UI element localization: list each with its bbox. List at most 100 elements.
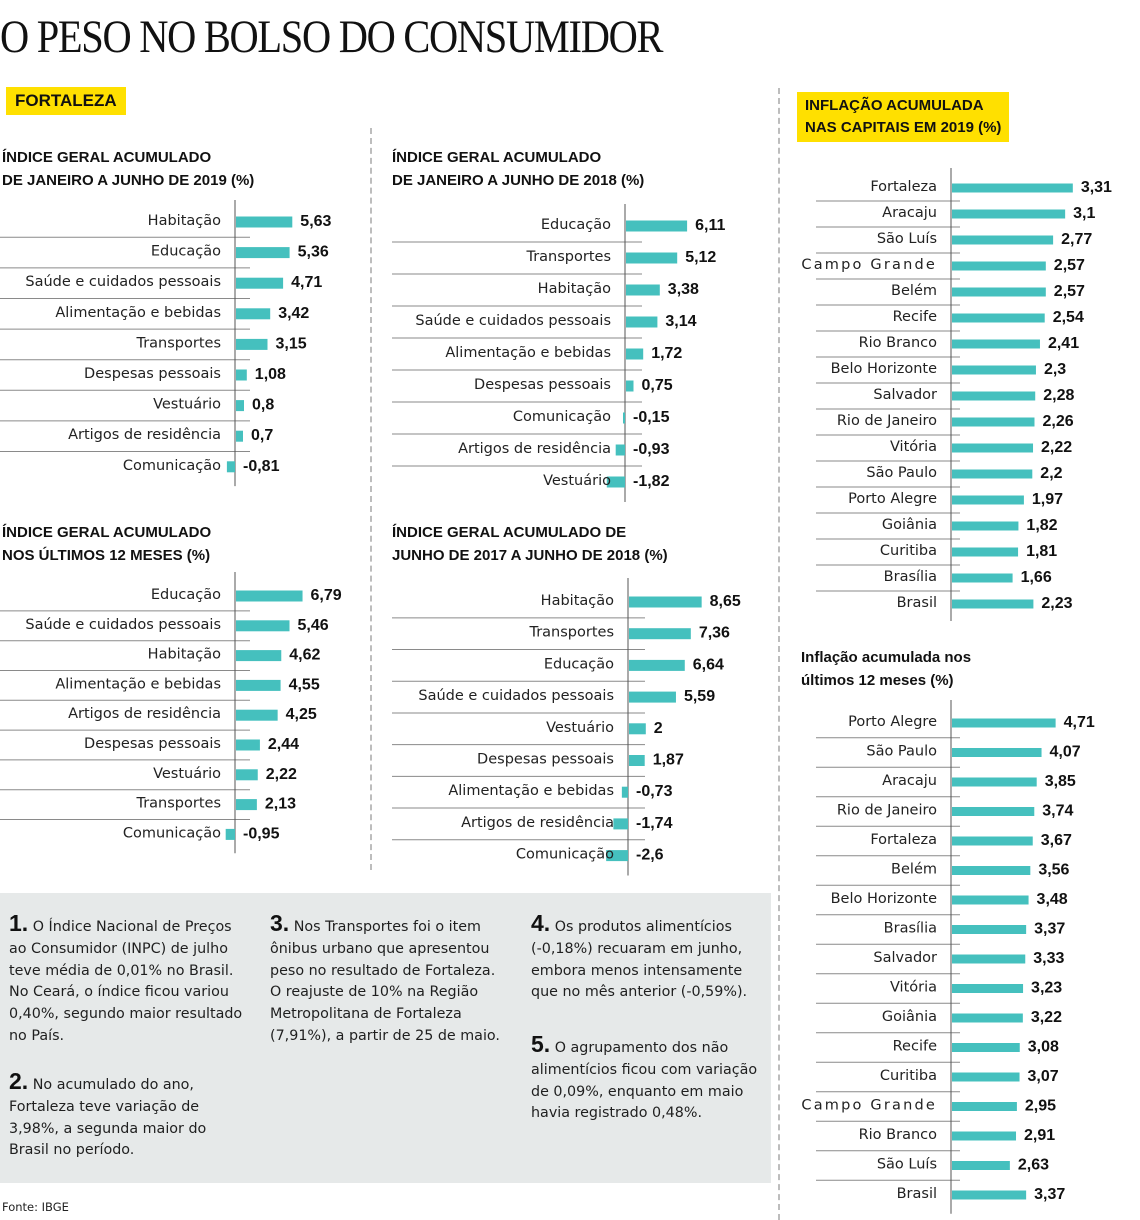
- bar: [952, 895, 1029, 905]
- value-label: 5,46: [298, 617, 329, 634]
- note-3: 3. Nos Transportes foi o item ônibus urb…: [270, 912, 510, 1048]
- value-label: -0,73: [636, 783, 673, 800]
- bar: [236, 620, 290, 632]
- category-label: Brasília: [884, 921, 937, 937]
- value-label: 3,56: [1038, 862, 1069, 879]
- bar: [623, 412, 625, 424]
- bar: [226, 461, 235, 473]
- section-tag-capitais-line-2: NAS CAPITAIS EM 2019 (%): [805, 119, 1002, 136]
- category-label: Despesas pessoais: [84, 736, 221, 752]
- category-label: Rio de Janeiro: [837, 413, 937, 429]
- category-label: Transportes: [135, 796, 221, 812]
- bar: [236, 277, 284, 289]
- category-label: Belém: [891, 862, 937, 878]
- chart-title-line: NOS ÚLTIMOS 12 MESES (%): [2, 547, 211, 564]
- bar: [629, 691, 676, 703]
- bar: [626, 380, 634, 392]
- bar: [952, 866, 1031, 875]
- bar: [629, 755, 645, 766]
- chart-title-line: DE JANEIRO A JUNHO DE 2019 (%): [2, 172, 255, 189]
- value-label: 2,44: [268, 736, 299, 753]
- bar: [236, 400, 244, 412]
- chart-title-line: Inflação acumulada nos: [801, 649, 972, 666]
- category-label: Transportes: [525, 249, 611, 265]
- value-label: 2,28: [1043, 387, 1074, 404]
- value-label: 6,11: [695, 217, 725, 234]
- bar: [626, 252, 678, 264]
- category-label: Despesas pessoais: [474, 377, 611, 393]
- value-label: 3,22: [1031, 1009, 1062, 1026]
- bar: [952, 1102, 1017, 1111]
- chart-svg: Educação 6,79 Saúde e cuidados pessoais 5,4…: [0, 572, 342, 854]
- bar: [236, 739, 260, 751]
- value-label: 5,59: [684, 688, 715, 705]
- notes-box: 1. O Índice Nacional de Preços ao Consum…: [0, 893, 771, 1183]
- bar: [952, 1131, 1017, 1141]
- category-label: Despesas pessoais: [84, 366, 221, 382]
- category-label: Fortaleza: [870, 832, 937, 848]
- category-label: Comunicação: [123, 825, 221, 841]
- category-label: Artigos de residência: [458, 441, 611, 457]
- value-label: 4,07: [1050, 744, 1081, 761]
- value-label: 1,81: [1026, 543, 1057, 560]
- bar: [952, 547, 1019, 557]
- category-label: Brasília: [884, 569, 937, 585]
- bar: [952, 984, 1024, 993]
- category-label: São Paulo: [866, 744, 937, 760]
- bar: [952, 521, 1019, 531]
- value-label: 5,63: [300, 213, 331, 230]
- category-label: Recife: [893, 309, 937, 325]
- value-label: 2,26: [1042, 413, 1073, 430]
- category-label: Comunicação: [516, 847, 614, 863]
- category-label: Vestuário: [543, 473, 611, 489]
- category-label: Porto Alegre: [848, 714, 937, 730]
- category-label: Rio de Janeiro: [837, 803, 937, 819]
- value-label: 5,36: [298, 244, 329, 261]
- source-note: Fonte: IBGE: [2, 1200, 69, 1214]
- value-label: 3,33: [1033, 950, 1064, 967]
- value-label: -1,82: [633, 473, 670, 490]
- category-label: Brasil: [897, 1186, 937, 1202]
- category-label: Habitação: [148, 647, 221, 663]
- bar: [952, 209, 1066, 219]
- category-label: Vestuário: [153, 766, 221, 782]
- bar: [952, 718, 1056, 728]
- note-2: 2. No acumulado do ano, Fortaleza teve v…: [9, 1068, 234, 1162]
- bar: [952, 954, 1026, 964]
- note-1: 1. O Índice Nacional de Preços ao Consum…: [9, 912, 249, 1048]
- note-text: O agrupamento dos não alimentícios ficou…: [531, 1040, 758, 1122]
- section-tag-capitais: INFLAÇÃO ACUMULADA NAS CAPITAIS EM 2019 …: [797, 92, 1010, 142]
- value-label: 3,31: [1081, 179, 1112, 196]
- bar: [236, 590, 303, 602]
- chart-title-12-meses: ÍNDICE GERAL ACUMULADO NOS ÚLTIMOS 12 ME…: [2, 521, 211, 567]
- bar: [952, 1161, 1010, 1170]
- category-label: Goiânia: [882, 517, 937, 533]
- note-number: 2.: [9, 1068, 29, 1094]
- chart-title-line: JUNHO DE 2017 A JUNHO DE 2018 (%): [392, 547, 668, 564]
- category-label: Comunicação: [123, 458, 221, 474]
- note-text: O Índice Nacional de Preços ao Consumido…: [9, 919, 243, 1044]
- bar: [236, 216, 293, 228]
- value-label: 0,8: [252, 397, 274, 414]
- chart-title-jan-jun-2018: ÍNDICE GERAL ACUMULADO DE JANEIRO A JUNH…: [392, 146, 644, 192]
- bar: [952, 287, 1046, 297]
- bar: [952, 417, 1035, 427]
- value-label: 1,72: [651, 345, 682, 362]
- value-label: 3,37: [1034, 921, 1065, 938]
- bar: [952, 836, 1033, 846]
- category-label: Curitiba: [880, 543, 937, 559]
- value-label: 2,2: [1040, 465, 1062, 482]
- category-label: Educação: [544, 656, 614, 672]
- bar: [952, 261, 1046, 271]
- category-label: Vestuário: [546, 720, 614, 736]
- category-label: Belém: [891, 283, 937, 299]
- category-label: Porto Alegre: [848, 491, 937, 507]
- bar-chart-jan-jun-2018: Educação 6,11 Transportes 5,12 Habitação 3,38…: [380, 204, 770, 502]
- chart-svg: Educação 6,11 Transportes 5,12 Habitação 3,38…: [392, 204, 725, 502]
- bar: [236, 799, 257, 811]
- chart-title-jun2017-jun2018: ÍNDICE GERAL ACUMULADO DE JUNHO DE 2017 …: [392, 521, 668, 567]
- value-label: 4,25: [286, 706, 317, 723]
- category-label: Vestuário: [153, 397, 221, 413]
- note-number: 5.: [531, 1031, 551, 1057]
- value-label: 2,22: [1041, 439, 1072, 456]
